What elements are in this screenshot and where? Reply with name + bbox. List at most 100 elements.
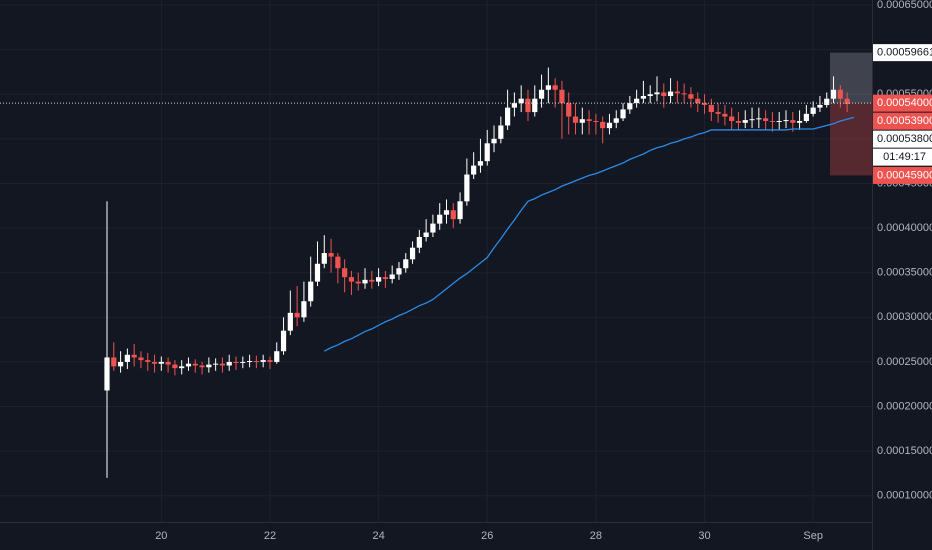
candle-body	[138, 357, 144, 361]
candle-body	[416, 236, 422, 248]
x-tick-label: 30	[698, 530, 710, 542]
candle-body	[511, 103, 517, 108]
candle-body	[376, 277, 382, 282]
candle-body	[396, 268, 402, 275]
candle-body	[471, 165, 477, 175]
price-label: 0.00053900	[877, 115, 932, 127]
y-tick-label: 0.00010000	[877, 490, 932, 502]
x-tick-label: Sep	[803, 530, 823, 542]
candle-body	[552, 85, 558, 90]
candle-body	[117, 361, 124, 367]
candle-body	[742, 120, 748, 123]
y-tick-label: 0.00025000	[877, 356, 932, 368]
x-tick-label: 28	[590, 530, 602, 542]
x-tick-label: 26	[481, 530, 493, 542]
candle-body	[409, 247, 416, 260]
candle-body	[844, 98, 850, 105]
candle-body	[593, 120, 599, 122]
candle-body	[484, 143, 490, 162]
countdown: 01:49:17	[883, 151, 926, 163]
candle-body	[695, 98, 701, 104]
candle-body	[803, 113, 809, 121]
candle-body	[735, 120, 742, 123]
candle-body	[226, 361, 232, 366]
candle-body	[308, 281, 314, 302]
candle-body	[586, 119, 592, 121]
candle-body	[667, 91, 674, 97]
candle-body	[545, 85, 551, 90]
countdown-box	[873, 148, 932, 166]
candle-body	[518, 98, 524, 104]
x-tick-label: 22	[264, 530, 276, 542]
candle-body	[457, 201, 463, 220]
candle-body	[437, 214, 443, 224]
candle-body	[620, 109, 626, 119]
candle-body	[756, 118, 762, 120]
candle-body	[151, 361, 158, 364]
moving-average-line	[323, 116, 855, 352]
candle-body	[240, 361, 246, 363]
candle-body	[219, 363, 226, 366]
candle-body	[246, 361, 253, 363]
candle-body	[213, 363, 219, 365]
price-label-box	[873, 44, 932, 62]
candle-body	[640, 96, 647, 99]
candle-body	[165, 361, 171, 365]
candle-body	[443, 210, 450, 215]
candle-body	[389, 274, 395, 279]
candle-body	[233, 361, 239, 363]
candle-body	[423, 232, 429, 237]
candle-body	[464, 174, 470, 202]
candle-body	[796, 120, 803, 123]
candle-body	[199, 365, 205, 368]
candle-body	[369, 279, 375, 282]
candle-body	[532, 98, 538, 113]
candle-body	[538, 89, 545, 99]
candle-body	[708, 104, 714, 113]
candle-body	[477, 161, 484, 166]
candle-body	[328, 253, 334, 257]
candle-body	[301, 301, 307, 318]
candle-body	[403, 259, 409, 269]
candle-body	[729, 116, 735, 121]
candle-body	[790, 120, 796, 123]
candle-body	[776, 120, 782, 122]
candle-body	[321, 253, 327, 264]
candle-body	[348, 277, 355, 282]
candle-body	[267, 360, 273, 362]
candle-body	[450, 210, 456, 220]
candle-body	[179, 366, 185, 369]
y-tick-label: 0.00035000	[877, 267, 932, 279]
candle-body	[830, 89, 837, 99]
candle-body	[260, 360, 266, 362]
y-tick-label: 0.00020000	[877, 400, 932, 412]
candle-body	[192, 363, 198, 366]
candle-body	[749, 119, 755, 121]
price-label-box	[873, 130, 932, 148]
candle-body	[253, 361, 259, 363]
candle-body	[124, 354, 130, 362]
candle-body	[382, 277, 388, 279]
candle-body	[505, 107, 511, 126]
candle-body	[634, 98, 640, 104]
candle-body	[362, 279, 368, 284]
candle-body	[172, 364, 178, 369]
y-tick-label: 0.00040000	[877, 222, 932, 234]
y-tick-label: 0.00030000	[877, 311, 932, 323]
candle-body	[185, 363, 192, 367]
y-tick-label: 0.00015000	[877, 445, 932, 457]
candle-body	[763, 118, 769, 121]
candle-body	[600, 121, 606, 129]
candle-body	[810, 107, 816, 114]
candle-body	[647, 94, 653, 97]
candle-body	[572, 116, 579, 123]
candle-body	[525, 98, 531, 113]
candle-body	[715, 112, 721, 114]
candle-body	[613, 118, 619, 123]
candle-body	[430, 223, 436, 233]
candle-body	[627, 103, 633, 110]
candle-body	[355, 281, 361, 284]
candle-body	[661, 92, 667, 97]
